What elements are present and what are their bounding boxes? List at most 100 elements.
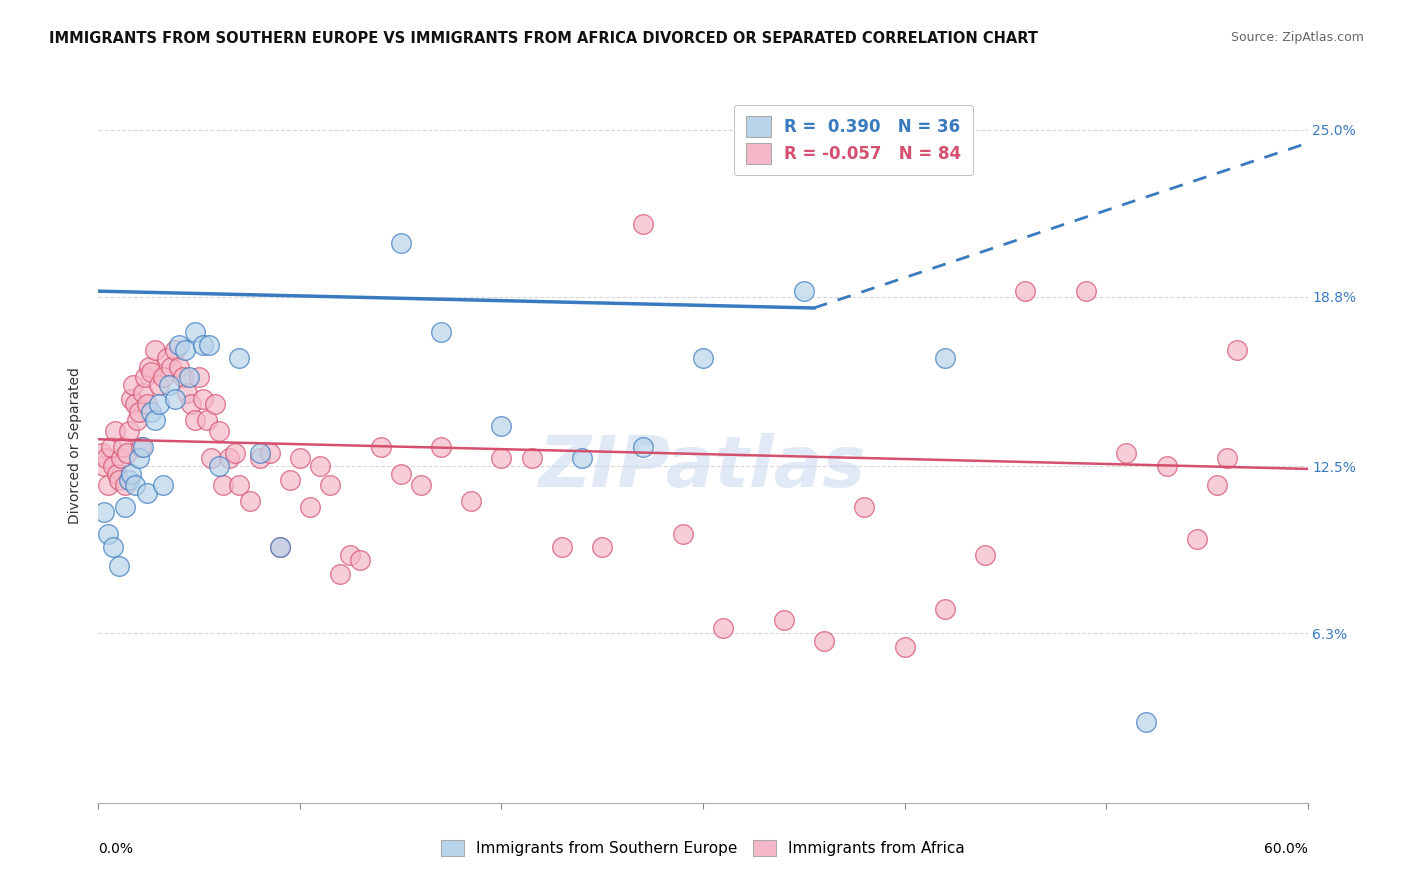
Point bbox=[198, 338, 221, 352]
Point bbox=[135, 397, 157, 411]
Point bbox=[329, 566, 352, 581]
Point bbox=[96, 451, 118, 466]
Point bbox=[176, 386, 198, 401]
Point bbox=[813, 634, 835, 648]
Point bbox=[110, 451, 132, 466]
Point bbox=[460, 494, 482, 508]
Point bbox=[139, 405, 162, 419]
Point bbox=[893, 640, 915, 654]
Legend: R =  0.390   N = 36, R = -0.057   N = 84: R = 0.390 N = 36, R = -0.057 N = 84 bbox=[734, 104, 973, 176]
Point bbox=[93, 505, 115, 519]
Point bbox=[180, 397, 202, 411]
Point bbox=[160, 359, 183, 374]
Point bbox=[269, 540, 291, 554]
Point bbox=[1226, 343, 1249, 358]
Point bbox=[103, 424, 125, 438]
Point bbox=[204, 397, 226, 411]
Point bbox=[389, 467, 412, 482]
Point bbox=[288, 451, 311, 466]
Point bbox=[224, 446, 246, 460]
Text: ZIPatlas: ZIPatlas bbox=[540, 433, 866, 502]
Point bbox=[491, 418, 513, 433]
Y-axis label: Divorced or Separated: Divorced or Separated bbox=[69, 368, 83, 524]
Point bbox=[174, 343, 197, 358]
Point bbox=[551, 540, 574, 554]
Point bbox=[148, 397, 170, 411]
Point bbox=[152, 478, 174, 492]
Point bbox=[278, 473, 301, 487]
Text: IMMIGRANTS FROM SOUTHERN EUROPE VS IMMIGRANTS FROM AFRICA DIVORCED OR SEPARATED : IMMIGRANTS FROM SOUTHERN EUROPE VS IMMIG… bbox=[49, 31, 1038, 46]
Point bbox=[1156, 459, 1178, 474]
Point bbox=[121, 378, 143, 392]
Point bbox=[114, 478, 136, 492]
Point bbox=[97, 478, 120, 492]
Point bbox=[491, 451, 513, 466]
Point bbox=[195, 413, 218, 427]
Point bbox=[1135, 714, 1157, 729]
Point bbox=[520, 451, 543, 466]
Point bbox=[249, 446, 271, 460]
Point bbox=[853, 500, 876, 514]
Point bbox=[200, 451, 222, 466]
Point bbox=[132, 441, 155, 455]
Point bbox=[120, 392, 142, 406]
Point bbox=[167, 338, 190, 352]
Point bbox=[299, 500, 322, 514]
Point bbox=[172, 370, 194, 384]
Point bbox=[91, 446, 114, 460]
Point bbox=[934, 602, 956, 616]
Point bbox=[107, 558, 129, 573]
Point bbox=[1115, 446, 1137, 460]
Point bbox=[134, 370, 156, 384]
Point bbox=[152, 370, 174, 384]
Point bbox=[1074, 284, 1097, 298]
Point bbox=[124, 397, 146, 411]
Text: 60.0%: 60.0% bbox=[1264, 842, 1308, 856]
Point bbox=[128, 405, 150, 419]
Point bbox=[118, 424, 141, 438]
Point bbox=[124, 478, 146, 492]
Legend: Immigrants from Southern Europe, Immigrants from Africa: Immigrants from Southern Europe, Immigra… bbox=[434, 834, 972, 862]
Point bbox=[370, 441, 392, 455]
Point bbox=[163, 392, 186, 406]
Point bbox=[100, 441, 122, 455]
Point bbox=[148, 378, 170, 392]
Point bbox=[934, 351, 956, 366]
Text: 0.0%: 0.0% bbox=[98, 842, 134, 856]
Point bbox=[974, 548, 997, 562]
Point bbox=[132, 386, 155, 401]
Point bbox=[125, 413, 148, 427]
Point bbox=[339, 548, 361, 562]
Point bbox=[167, 359, 190, 374]
Point bbox=[430, 325, 453, 339]
Point bbox=[163, 343, 186, 358]
Point bbox=[672, 526, 695, 541]
Point bbox=[1185, 532, 1208, 546]
Point bbox=[135, 486, 157, 500]
Point bbox=[184, 325, 207, 339]
Point bbox=[208, 459, 231, 474]
Point bbox=[631, 217, 654, 231]
Point bbox=[120, 467, 142, 482]
Point bbox=[143, 413, 166, 427]
Point bbox=[319, 478, 342, 492]
Point bbox=[138, 359, 160, 374]
Point bbox=[793, 284, 815, 298]
Point bbox=[389, 235, 412, 250]
Point bbox=[571, 451, 593, 466]
Point bbox=[309, 459, 332, 474]
Point bbox=[105, 467, 128, 482]
Point bbox=[184, 413, 207, 427]
Point bbox=[193, 392, 215, 406]
Point bbox=[772, 613, 794, 627]
Point bbox=[97, 526, 120, 541]
Point bbox=[631, 441, 654, 455]
Point bbox=[1216, 451, 1239, 466]
Point bbox=[107, 473, 129, 487]
Point bbox=[349, 553, 371, 567]
Point bbox=[1206, 478, 1229, 492]
Point bbox=[208, 424, 231, 438]
Point bbox=[143, 343, 166, 358]
Point bbox=[111, 441, 134, 455]
Point bbox=[157, 378, 180, 392]
